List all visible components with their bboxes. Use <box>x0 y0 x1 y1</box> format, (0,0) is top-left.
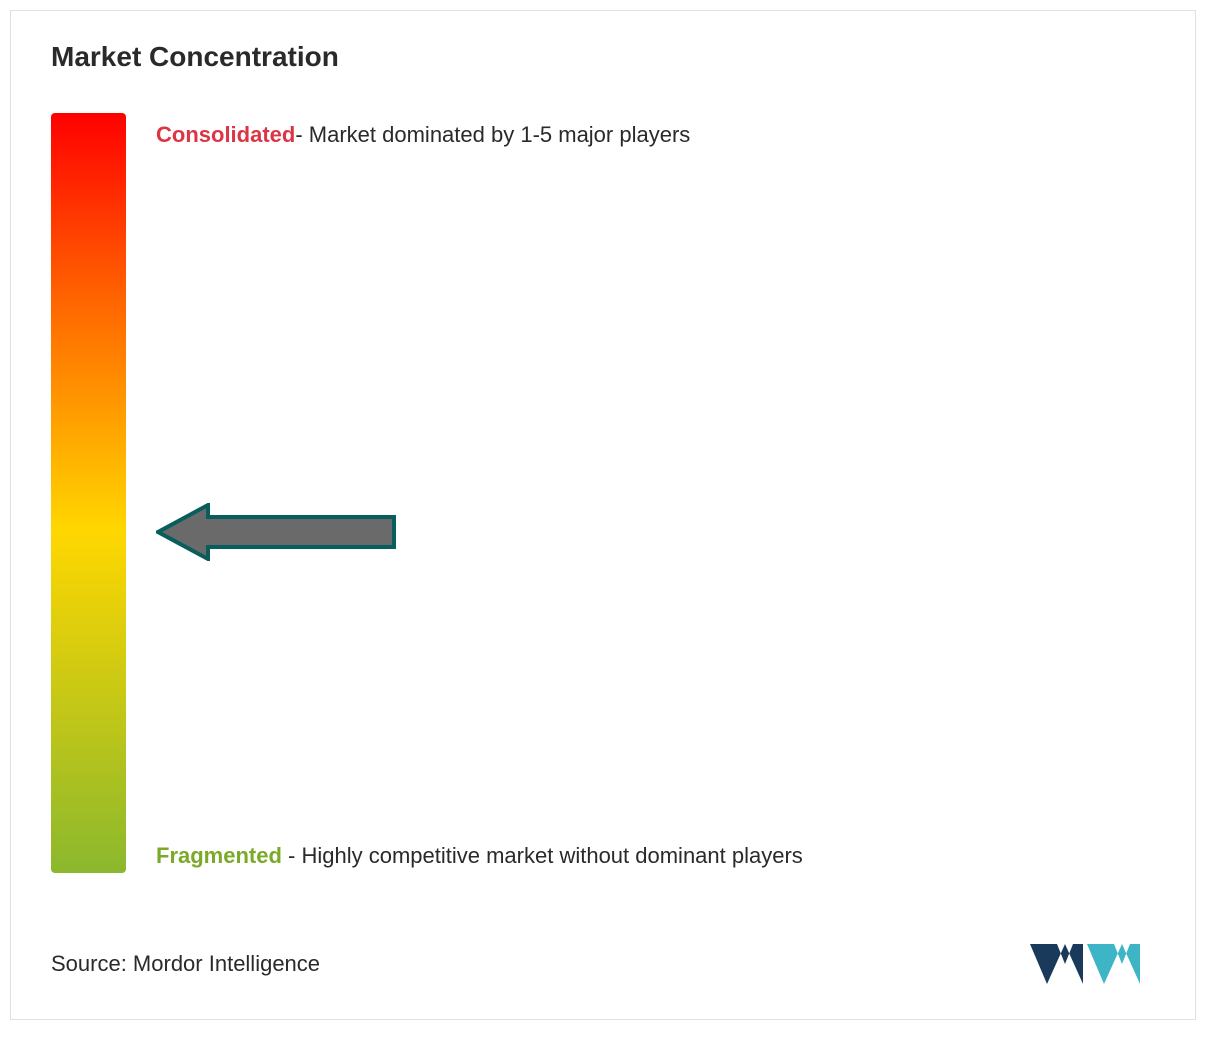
position-arrow <box>156 503 396 566</box>
fragmented-label: Fragmented - Highly competitive market w… <box>156 838 803 873</box>
footer: Source: Mordor Intelligence <box>51 934 1155 994</box>
diagram-title: Market Concentration <box>51 41 1155 73</box>
arrow-icon <box>156 503 396 561</box>
concentration-gradient-bar <box>51 113 126 873</box>
diagram-container: Market Concentration Consolidated- Marke… <box>10 10 1196 1020</box>
content-area: Consolidated- Market dominated by 1-5 ma… <box>51 113 1155 873</box>
fragmented-highlight: Fragmented <box>156 843 282 868</box>
fragmented-description: - Highly competitive market without domi… <box>282 843 803 868</box>
annotations-area: Consolidated- Market dominated by 1-5 ma… <box>156 113 1155 873</box>
consolidated-label: Consolidated- Market dominated by 1-5 ma… <box>156 118 690 151</box>
consolidated-highlight: Consolidated <box>156 122 295 147</box>
mordor-logo <box>1025 934 1155 994</box>
source-text: Source: Mordor Intelligence <box>51 951 320 977</box>
consolidated-description: - Market dominated by 1-5 major players <box>295 122 690 147</box>
logo-icon <box>1025 934 1155 994</box>
